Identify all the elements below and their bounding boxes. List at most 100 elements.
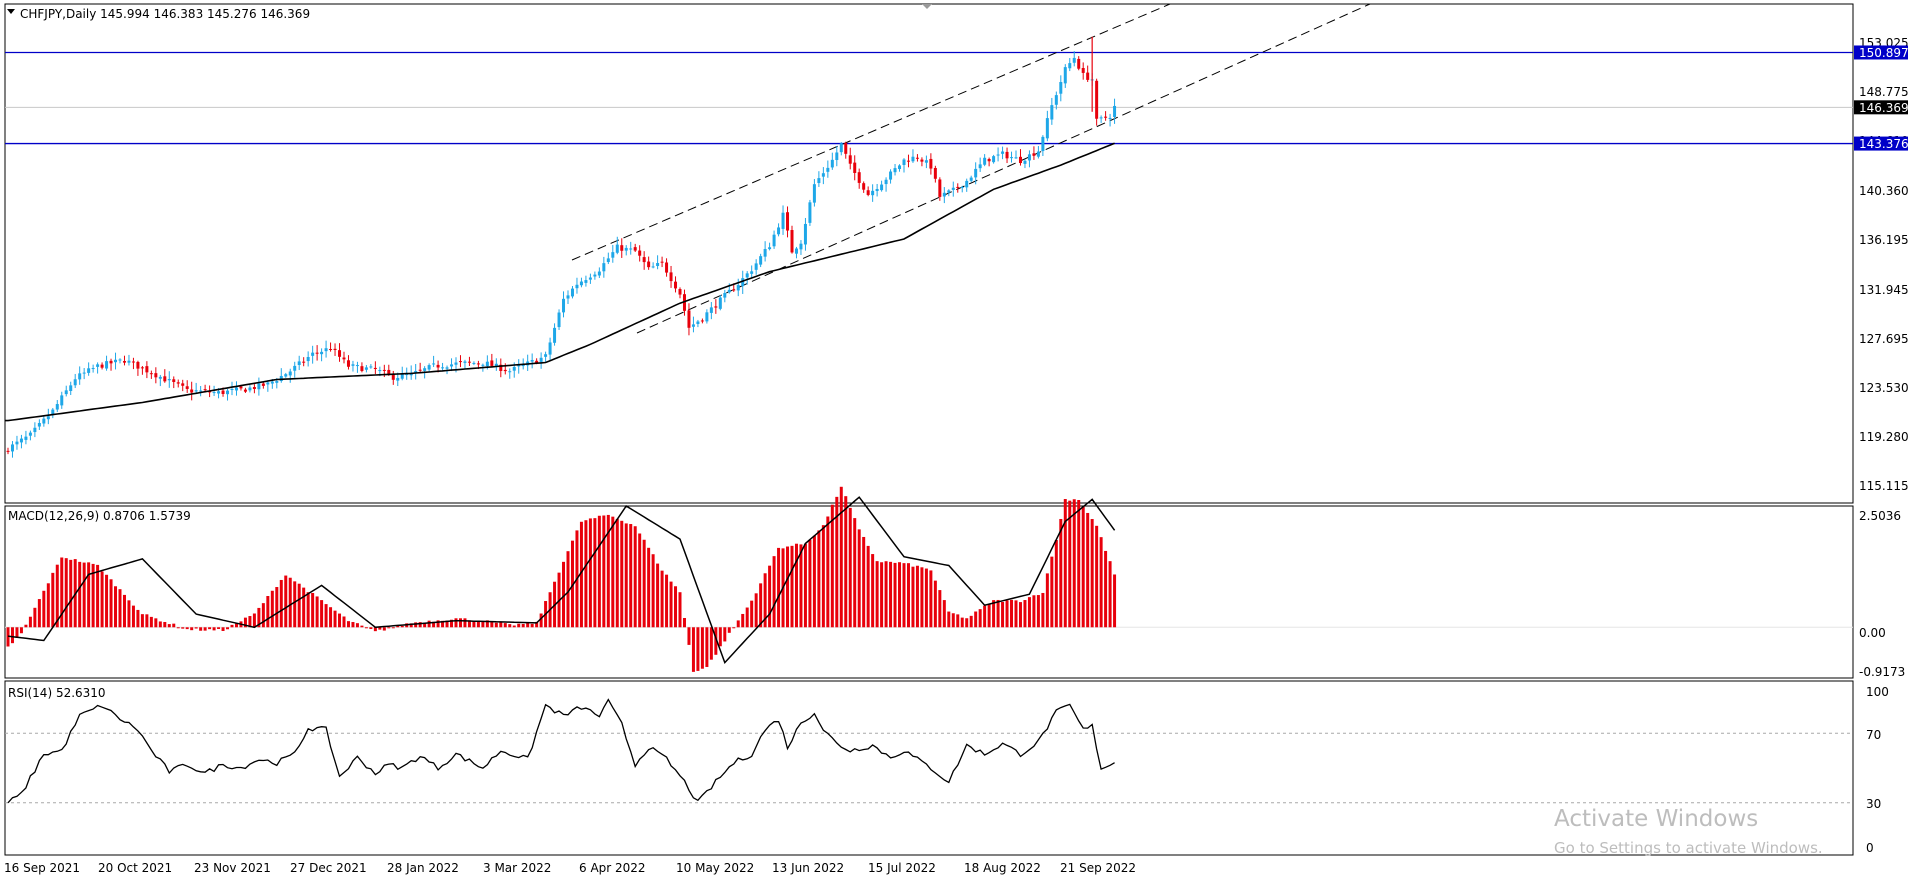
candle [499, 358, 503, 378]
candle [951, 181, 955, 197]
candle [1045, 110, 1049, 142]
candle [557, 309, 561, 330]
channel-lower-line[interactable] [636, 3, 1371, 334]
candle [324, 340, 328, 358]
horizontal-levels[interactable] [5, 51, 1853, 145]
candle [172, 376, 176, 389]
macd-signal-line [7, 496, 1116, 665]
candle [288, 368, 292, 383]
macd-bar [181, 627, 185, 629]
activate-windows-title: Activate Windows [1554, 806, 1758, 832]
macd-bar [656, 563, 660, 628]
macd-bar [750, 600, 754, 628]
macd-bar [163, 621, 167, 628]
macd-bar [467, 620, 471, 628]
macd-bar [1095, 525, 1099, 628]
macd-bar [226, 627, 230, 630]
macd-bar [503, 623, 507, 628]
rsi-tick-label: 30 [1866, 797, 1881, 811]
macd-bar [821, 525, 825, 628]
macd-bar [51, 572, 55, 628]
candle [163, 369, 167, 383]
macd-bar [28, 616, 32, 628]
macd-bar [969, 615, 973, 628]
candle [73, 373, 77, 389]
macd-bar [521, 623, 525, 628]
price-pane[interactable] [4, 3, 1854, 504]
time-tick-label: 21 Sep 2022 [1060, 861, 1136, 875]
trend-channel[interactable] [571, 3, 1371, 334]
candle [333, 343, 337, 356]
macd-bar [257, 607, 261, 628]
shift-marker-icon[interactable] [922, 4, 932, 9]
candle [338, 343, 342, 362]
candle [799, 240, 803, 255]
candle [826, 160, 830, 178]
macd-bar [633, 526, 637, 628]
macd-bar [351, 622, 355, 628]
candle [548, 337, 552, 361]
macd-bar [1010, 599, 1014, 628]
candle [396, 372, 400, 387]
price-axis: 153.025 148.775 144.610 140.360 136.195 … [1859, 36, 1909, 493]
candle [427, 363, 431, 373]
candle [24, 430, 28, 445]
candle [871, 184, 875, 202]
macd-bar [1036, 595, 1040, 628]
candle [257, 377, 261, 396]
candle [566, 290, 570, 304]
candle [355, 361, 359, 373]
macd-bar [114, 586, 118, 628]
macd-bar [140, 614, 144, 628]
candle [759, 253, 763, 268]
macd-bar [158, 621, 162, 628]
macd-bar [665, 574, 669, 628]
macd-bar [355, 623, 359, 628]
macd-bar [100, 571, 104, 628]
candle [364, 365, 368, 373]
macd-bar [848, 507, 852, 628]
candle [615, 236, 619, 255]
macd-bar [118, 589, 122, 628]
macd-bar [709, 627, 713, 660]
candle [369, 364, 373, 369]
candle [969, 175, 973, 183]
macd-bar [270, 590, 274, 628]
macd-bar [418, 622, 422, 628]
chart-menu-triangle-icon[interactable] [7, 9, 15, 14]
candle [611, 244, 615, 263]
macd-bar [60, 557, 64, 628]
macd-bar [441, 620, 445, 628]
macd-bar [915, 565, 919, 628]
channel-upper-line[interactable] [571, 3, 1171, 261]
candle [145, 361, 149, 379]
candle [517, 359, 521, 374]
candle [974, 162, 978, 185]
macd-bar [6, 627, 10, 647]
candle [665, 258, 669, 277]
macd-bar [620, 520, 624, 628]
macd-bar [1063, 499, 1067, 628]
candle [674, 276, 678, 293]
macd-tick-label: -0.9173 [1859, 665, 1905, 679]
macd-bar [911, 566, 915, 628]
candle [1104, 111, 1108, 121]
time-tick-label: 28 Jan 2022 [387, 861, 459, 875]
macd-bar [208, 627, 212, 630]
macd-pane[interactable] [4, 505, 1854, 679]
macd-bar [1090, 519, 1094, 628]
macd-bar [490, 621, 494, 628]
candle [848, 147, 852, 170]
macd-bar [817, 530, 821, 628]
macd-bar [378, 627, 382, 630]
macd-bar [499, 622, 503, 628]
candle [450, 358, 454, 372]
candle [669, 265, 673, 288]
macd-bar [705, 627, 709, 667]
candle [579, 277, 583, 288]
macd-axis: 2.5036 0.00 -0.9173 [1859, 509, 1905, 679]
macd-bar [33, 607, 37, 628]
candle [553, 323, 557, 346]
candle [620, 238, 624, 258]
